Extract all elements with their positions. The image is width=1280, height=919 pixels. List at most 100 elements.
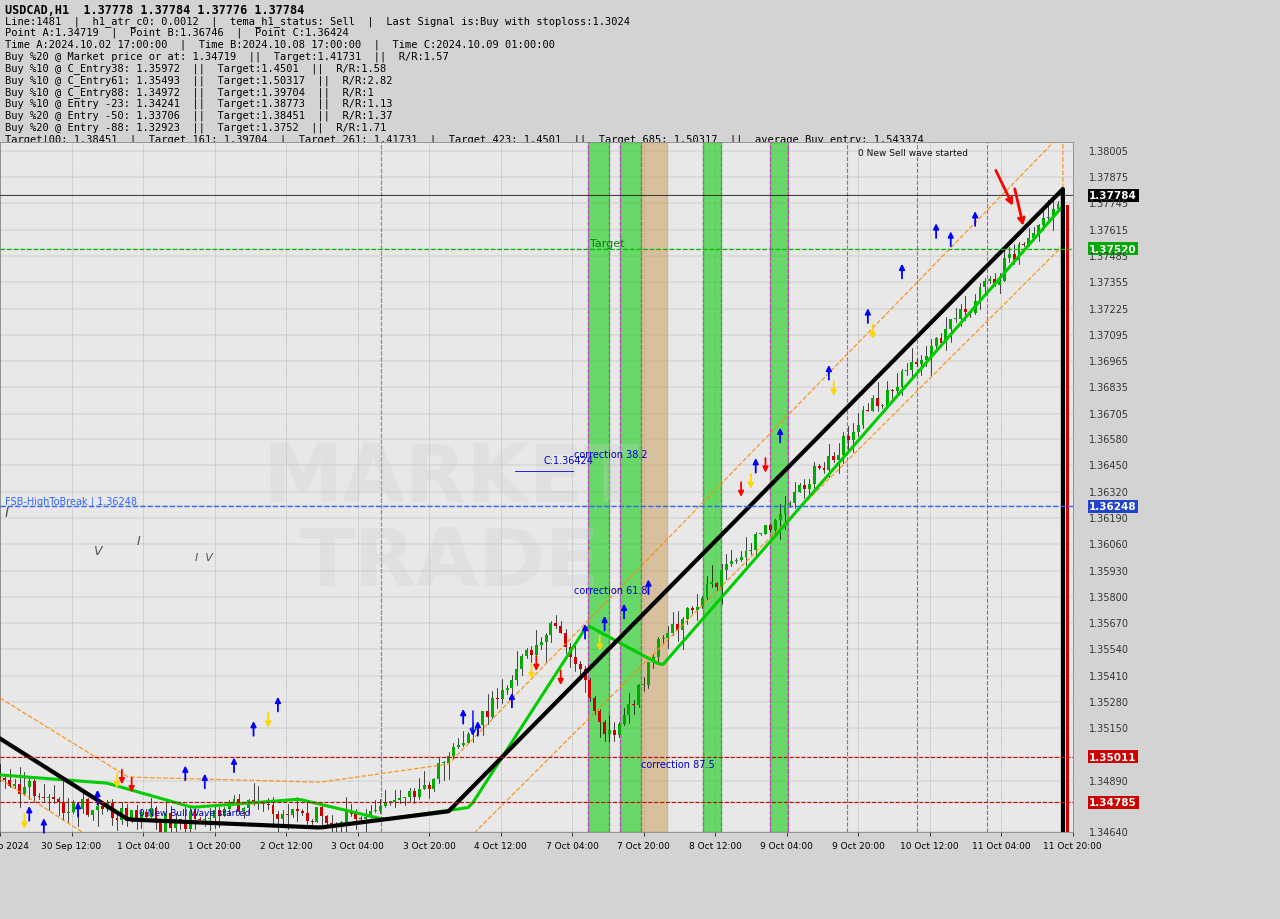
Bar (77, 803, 79, 810)
Text: I: I (137, 535, 141, 548)
Text: I  V: I V (195, 553, 212, 562)
Text: 1.35410: 1.35410 (1089, 671, 1129, 681)
Bar (204, 819, 206, 820)
Bar (613, 730, 616, 735)
Bar (598, 711, 602, 722)
Bar (1012, 255, 1015, 261)
Bar (710, 583, 713, 584)
Bar (311, 821, 314, 822)
Text: 1.38005: 1.38005 (1089, 146, 1129, 156)
Text: 1.37355: 1.37355 (1089, 278, 1129, 288)
Bar (959, 310, 963, 320)
Bar (131, 810, 133, 822)
Bar (1032, 234, 1036, 239)
Bar (818, 467, 820, 468)
Bar (115, 819, 119, 820)
Bar (579, 664, 581, 670)
Bar (18, 784, 20, 794)
Text: 1.37745: 1.37745 (1089, 199, 1129, 210)
Bar (403, 797, 406, 798)
Text: V: V (92, 545, 101, 558)
Bar (335, 824, 338, 826)
Bar (1056, 205, 1060, 210)
Bar (287, 814, 289, 815)
Bar (447, 756, 451, 764)
Bar (4, 778, 6, 780)
Bar (223, 810, 225, 817)
Bar (993, 279, 996, 286)
Bar (384, 802, 387, 807)
Bar (179, 819, 182, 823)
Bar (389, 801, 392, 802)
Bar (676, 625, 680, 630)
Bar (549, 623, 553, 635)
Bar (842, 437, 845, 456)
Bar (218, 810, 221, 817)
Bar (37, 796, 41, 797)
Bar (730, 562, 733, 564)
Text: Buy %20 @ Market price or at: 1.34719  ||  Target:1.41731  ||  R/R:1.57: Buy %20 @ Market price or at: 1.34719 ||… (5, 51, 449, 62)
Bar (67, 812, 69, 813)
Text: 1.36580: 1.36580 (1089, 435, 1129, 445)
Text: Buy %10 @ C_Entry88: 1.34972  ||  Target:1.39704  ||  R/R:1: Buy %10 @ C_Entry88: 1.34972 || Target:1… (5, 87, 374, 98)
Text: Buy %20 @ Entry -50: 1.33706  ||  Target:1.38451  ||  R/R:1.37: Buy %20 @ Entry -50: 1.33706 || Target:1… (5, 110, 393, 121)
Bar (681, 619, 684, 630)
Bar (145, 812, 147, 817)
Bar (110, 803, 114, 819)
Text: 1.36450: 1.36450 (1089, 460, 1129, 471)
Bar (823, 468, 826, 471)
Bar (169, 813, 172, 828)
Bar (276, 813, 279, 819)
Bar (120, 808, 123, 820)
Bar (516, 669, 518, 680)
Bar (408, 791, 411, 798)
Bar (872, 398, 874, 412)
Bar (813, 467, 815, 484)
Bar (703, 142, 721, 832)
Text: 1.37485: 1.37485 (1089, 252, 1129, 262)
Bar (42, 797, 45, 798)
Bar (13, 784, 17, 787)
Bar (657, 640, 659, 657)
Bar (365, 817, 367, 820)
Bar (559, 627, 562, 633)
Text: Buy %10 @ Entry -23: 1.34241  ||  Target:1.38773  ||  R/R:1.13: Buy %10 @ Entry -23: 1.34241 || Target:1… (5, 99, 393, 109)
Bar (355, 814, 357, 819)
Bar (667, 633, 669, 639)
Bar (160, 823, 163, 832)
Bar (291, 810, 294, 815)
Bar (61, 801, 65, 813)
Bar (945, 330, 947, 344)
Bar (413, 791, 416, 798)
Bar (799, 486, 801, 493)
Bar (783, 505, 786, 515)
Text: correction 87.5: correction 87.5 (641, 759, 716, 769)
Text: 1.36190: 1.36190 (1089, 514, 1129, 524)
Bar (686, 608, 689, 619)
Bar (983, 282, 987, 289)
Text: Point A:1.34719  |  Point B:1.36746  |  Point C:1.36424: Point A:1.34719 | Point B:1.36746 | Poin… (5, 28, 349, 39)
Bar (1061, 205, 1065, 206)
Bar (998, 281, 1001, 286)
Text: 0 New Bull Wave started: 0 New Bull Wave started (140, 809, 251, 818)
Bar (608, 730, 611, 734)
Bar (193, 811, 197, 819)
Bar (910, 362, 913, 370)
Bar (788, 503, 791, 505)
Bar (471, 727, 475, 734)
Bar (672, 625, 675, 633)
Bar (754, 535, 758, 550)
Bar (238, 799, 241, 811)
Bar (212, 810, 216, 819)
Bar (125, 808, 128, 822)
Text: 1.34890: 1.34890 (1089, 777, 1129, 786)
Bar (920, 360, 923, 365)
Bar (622, 715, 626, 724)
Text: 1.37784: 1.37784 (1089, 191, 1137, 201)
Bar (325, 816, 328, 823)
Bar (1066, 206, 1069, 919)
Bar (198, 819, 201, 820)
Text: 1.36705: 1.36705 (1089, 409, 1129, 419)
Bar (86, 800, 90, 815)
Text: 1.35800: 1.35800 (1089, 592, 1129, 602)
